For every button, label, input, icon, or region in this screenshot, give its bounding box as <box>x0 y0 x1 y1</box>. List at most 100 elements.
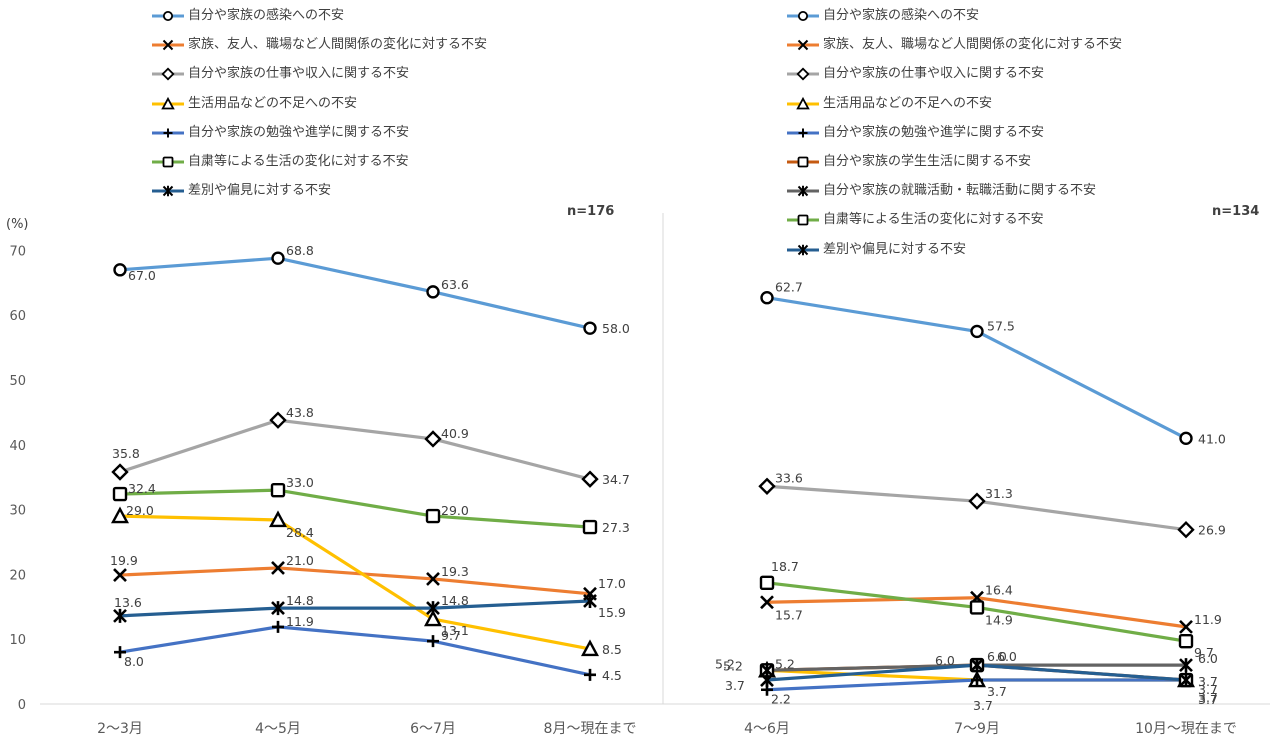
legend-marker <box>797 214 809 226</box>
series-line <box>119 418 591 481</box>
data-label: 31.3 <box>985 486 1013 501</box>
data-label: 16.4 <box>985 583 1013 598</box>
y-tick-label: 20 <box>9 568 26 583</box>
legend-marker <box>162 185 174 197</box>
data-label: 9.7 <box>441 628 461 643</box>
legend-marker <box>162 10 174 22</box>
data-point <box>426 285 440 299</box>
series-marks-5: 32.4 33.0 29.0 27.3 <box>112 475 630 535</box>
data-label: 33.0 <box>286 475 314 490</box>
data-label: 28.4 <box>286 525 314 540</box>
data-label: 15.9 <box>598 605 626 620</box>
data-label: 14.9 <box>985 612 1013 627</box>
data-point <box>271 251 285 265</box>
data-point <box>111 463 129 481</box>
legend-label: 生活用品などの不足への不安 <box>188 95 358 111</box>
data-label: 21.0 <box>286 553 314 568</box>
data-point <box>760 291 774 305</box>
legend-marker <box>797 185 809 197</box>
y-axis-label: (%) <box>6 217 29 232</box>
legend-swatch <box>787 39 819 51</box>
series-3 <box>119 514 591 651</box>
data-label: 33.6 <box>775 470 803 485</box>
sample-size-right: n=134 <box>1212 204 1260 219</box>
data-label: 8.5 <box>602 642 622 657</box>
series-0 <box>766 296 1187 440</box>
legend-swatch <box>152 10 184 22</box>
x-tick-label: 6～7月 <box>410 721 456 737</box>
legend-marker <box>161 67 175 81</box>
x-tick-label: 4～6月 <box>744 721 790 737</box>
legend-label: 差別や偏見に対する不安 <box>823 241 967 257</box>
legend-label: 自分や家族の感染への不安 <box>188 8 345 23</box>
data-label: 32.4 <box>128 481 156 496</box>
data-point <box>582 519 598 535</box>
x-tick-label: 10月～現在まで <box>1135 721 1237 737</box>
data-point <box>758 477 776 495</box>
legend-swatch <box>152 96 184 109</box>
data-label: 29.0 <box>441 503 469 518</box>
series-line <box>119 256 591 330</box>
legend-swatch <box>152 185 184 197</box>
data-point <box>581 470 599 488</box>
legend-marker <box>162 156 174 168</box>
legend-left: 自分や家族の感染への不安 家族、友人、職場など人間関係の変化に対する不安 自分や家族… <box>150 6 610 206</box>
data-point <box>112 486 128 502</box>
data-label: 29.0 <box>126 503 154 518</box>
data-point <box>580 639 600 657</box>
legend-swatch <box>152 128 184 138</box>
y-tick-label: 30 <box>9 504 26 519</box>
data-label: 9.7 <box>1194 645 1214 660</box>
data-point <box>269 411 287 429</box>
data-point <box>110 506 130 524</box>
series-marks-1: 15.7 16.4 11.9 <box>760 583 1222 634</box>
data-label: 8.0 <box>124 654 144 669</box>
data-label: 40.9 <box>441 426 469 441</box>
series-line <box>119 566 591 596</box>
data-label: 3.7 <box>1198 690 1218 705</box>
legend-marker <box>796 96 810 109</box>
legend-label: 自分や家族の感染への不安 <box>823 8 980 23</box>
legend-swatch <box>787 244 819 255</box>
data-label: 6.0 <box>987 649 1007 664</box>
data-label: 11.9 <box>1194 612 1222 627</box>
legend-swatch <box>787 156 819 168</box>
legend-marker <box>161 96 175 109</box>
data-point <box>425 508 441 524</box>
data-point <box>584 668 596 681</box>
data-point <box>423 609 443 627</box>
data-point <box>1178 633 1194 649</box>
data-point <box>268 510 288 528</box>
data-label: 15.7 <box>775 607 803 622</box>
series-5 <box>119 488 591 529</box>
legend-swatch <box>787 10 819 22</box>
data-label: 68.8 <box>286 243 314 258</box>
series-2 <box>119 418 591 481</box>
data-point <box>1179 619 1193 634</box>
series-line <box>119 599 591 618</box>
data-point <box>113 568 127 582</box>
series-line <box>119 488 591 529</box>
series-line <box>119 625 591 677</box>
data-label: 34.7 <box>602 472 630 487</box>
legend-marker <box>796 67 810 81</box>
data-label: 62.7 <box>775 280 803 295</box>
data-label: 57.5 <box>987 318 1015 333</box>
legend-label: 自分や家族の就職活動・転職活動に関する不安 <box>823 183 1097 199</box>
legend-swatch <box>787 185 819 197</box>
data-point <box>759 575 775 591</box>
legend-marker <box>797 39 809 51</box>
data-label: 3.7 <box>973 698 993 713</box>
y-tick-label: 70 <box>9 244 26 259</box>
data-point <box>583 593 597 608</box>
data-point <box>1177 520 1195 539</box>
data-label: 14.8 <box>441 593 469 608</box>
series-line <box>119 514 591 651</box>
data-label: 6.0 <box>997 649 1017 664</box>
series-marks-3: 29.0 28.4 13.1 8.5 <box>110 503 622 657</box>
data-label: 35.8 <box>112 446 140 461</box>
data-point <box>1179 673 1193 688</box>
x-tick-label: 7～9月 <box>954 721 1000 737</box>
data-point <box>971 674 983 687</box>
series-marks-0: 62.7 57.5 41.0 <box>760 280 1226 446</box>
